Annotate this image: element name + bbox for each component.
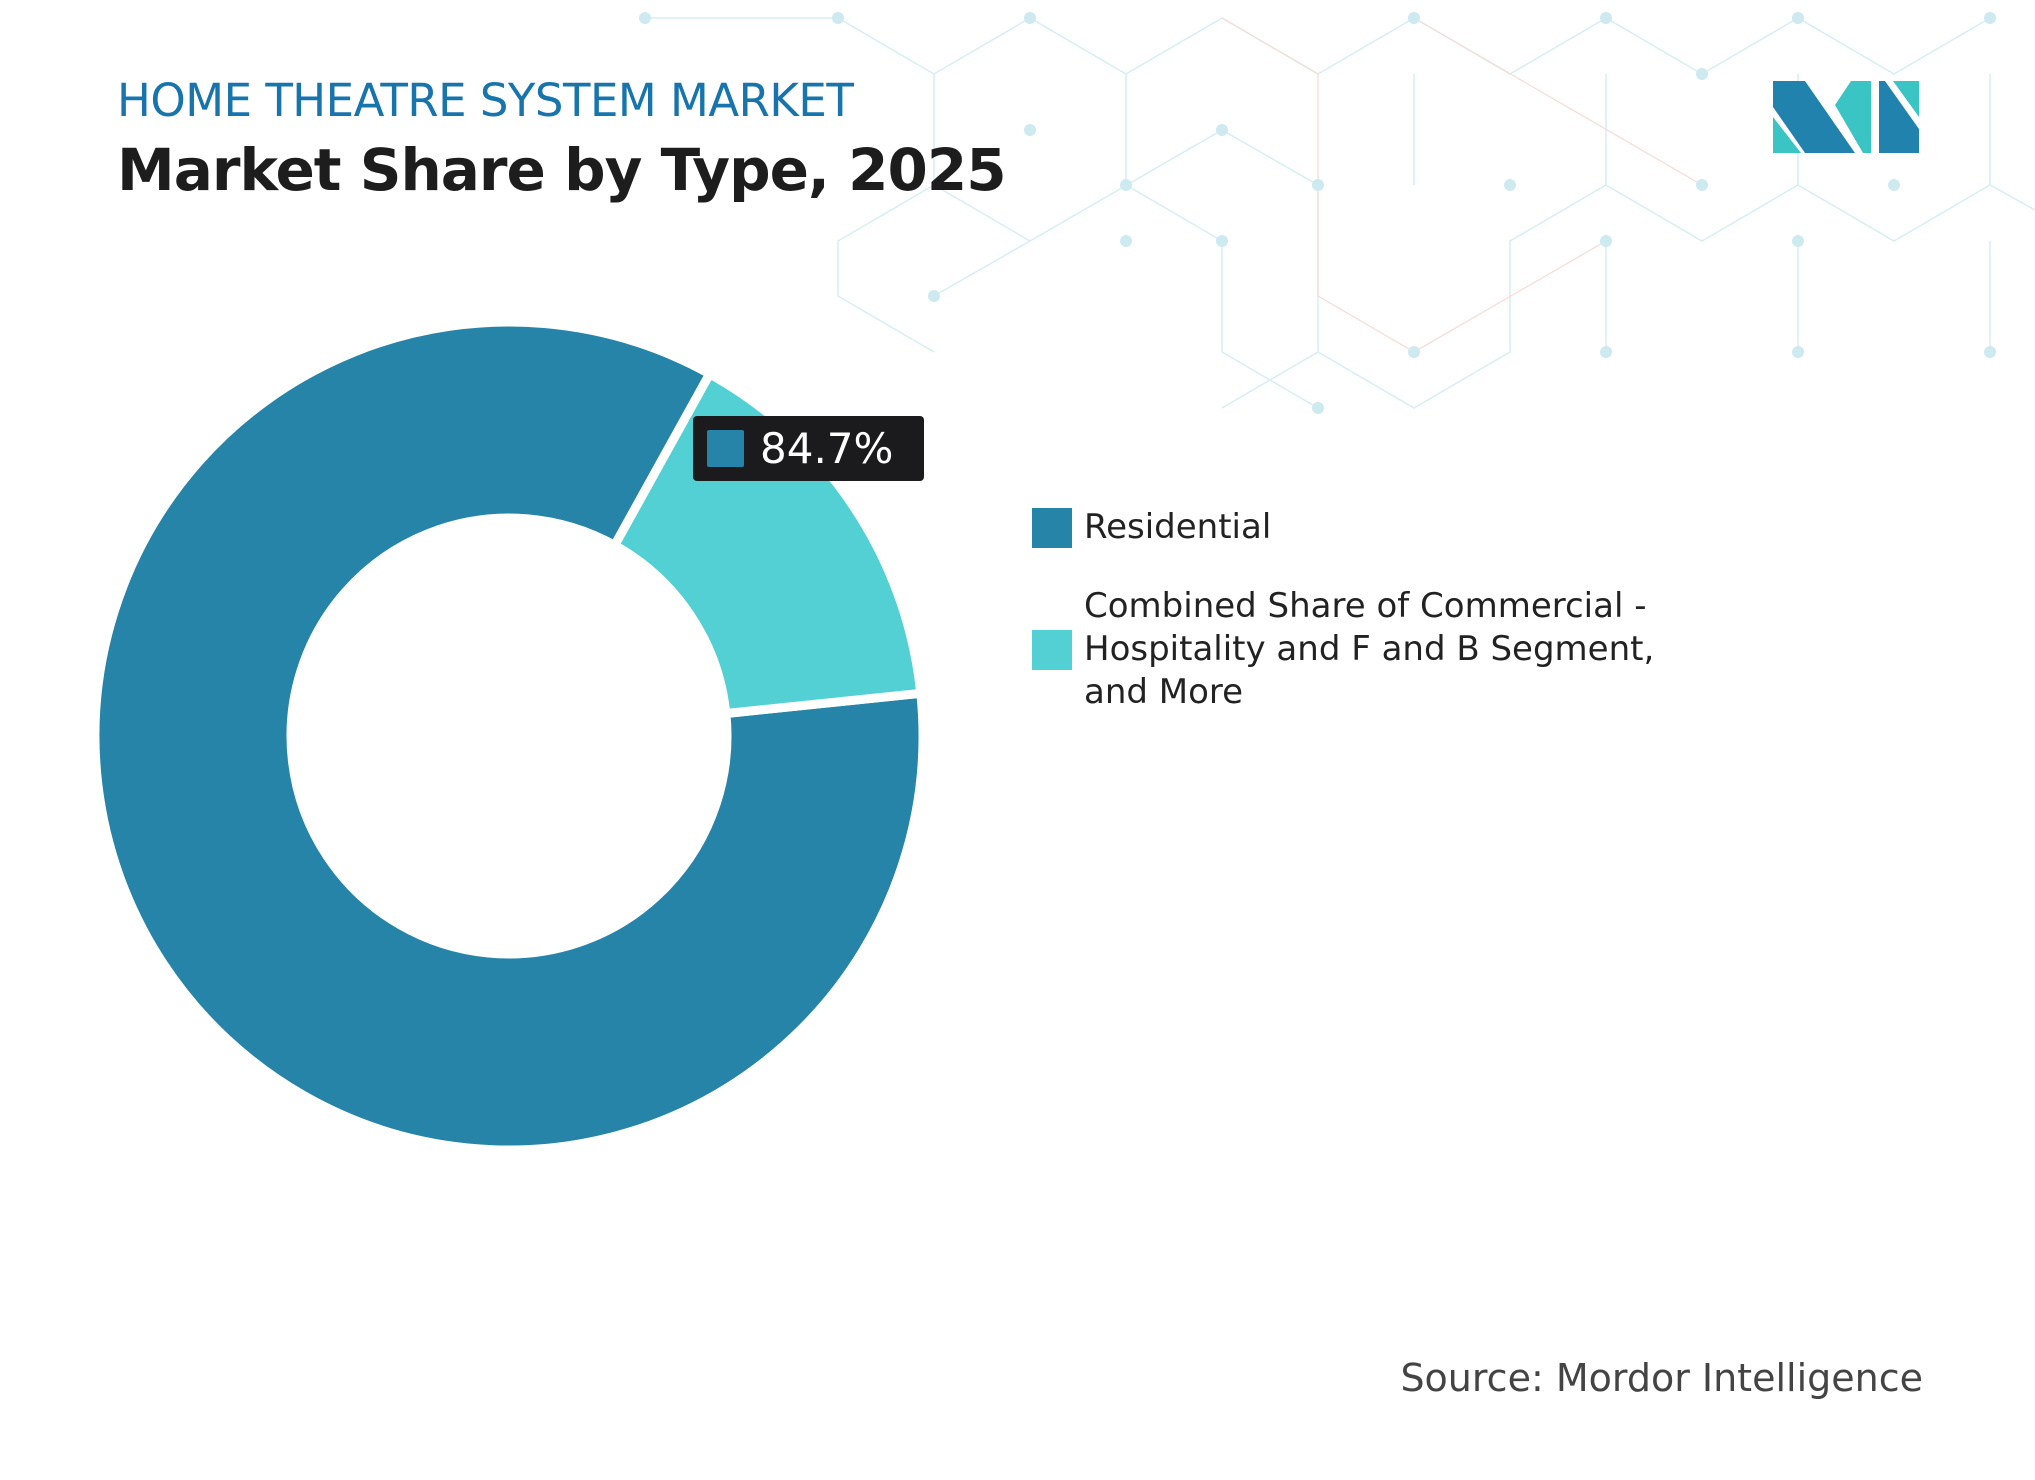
tooltip-swatch (707, 430, 744, 467)
chart-title: Market Share by Type, 2025 (117, 136, 1007, 204)
mordor-logo (1773, 81, 1919, 153)
legend-swatch (1032, 629, 1072, 670)
legend-label: Residential (1084, 507, 1272, 547)
legend-swatch (1032, 507, 1072, 548)
data-label-tooltip: 84.7% (693, 416, 924, 481)
legend-item-residential[interactable]: Residential (1032, 506, 1724, 549)
source-note: Source: Mordor Intelligence (1400, 1356, 1923, 1400)
tooltip-value: 84.7% (760, 424, 894, 473)
donut-slice-residential[interactable] (90, 317, 928, 1155)
legend-label: Combined Share of Commercial - Hospitali… (1084, 586, 1655, 712)
legend-item-commercial[interactable]: Combined Share of Commercial - Hospitali… (1032, 585, 1704, 714)
chart-subtitle: HOME THEATRE SYSTEM MARKET (117, 74, 854, 127)
